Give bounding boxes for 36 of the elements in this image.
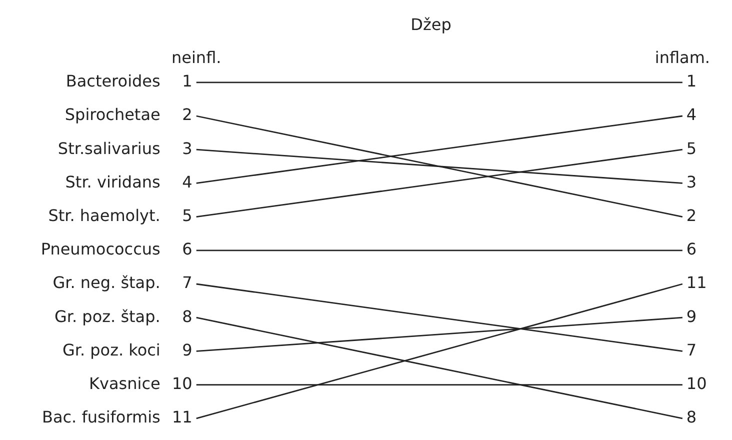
y-tick-label: 6 — [182, 240, 192, 259]
x-tick-label: neinfl. — [171, 48, 222, 67]
x-tick-label: inflam. — [654, 48, 710, 67]
annotation: 6 — [686, 240, 697, 259]
text: Spirochetae — [64, 105, 160, 124]
y-tick-label: 5 — [182, 206, 192, 225]
annotation: 1 — [686, 72, 697, 91]
text: Gr. poz. koci — [62, 340, 160, 360]
y-tick-label: 8 — [182, 306, 192, 326]
y-tick-label: 2 — [182, 105, 192, 124]
annotation: 11 — [686, 273, 707, 292]
chart-title: Džep — [410, 14, 452, 34]
annotation: 4 — [686, 105, 697, 124]
annotation: 3 — [686, 172, 697, 192]
y-tick-label: 7 — [182, 273, 192, 292]
y-tick-label: 10 — [172, 374, 192, 393]
text: Bac. fusiformis — [42, 408, 160, 427]
annotation: 2 — [686, 206, 697, 225]
text: Bacteroides — [66, 72, 160, 91]
annotation: 5 — [686, 138, 697, 158]
text: Str. viridans — [65, 172, 160, 192]
y-tick-label: 9 — [182, 340, 192, 360]
text: Gr. neg. štap. — [52, 273, 160, 292]
y-tick-label: 11 — [172, 408, 192, 427]
annotation: 8 — [686, 408, 697, 427]
text: Pneumococcus — [40, 240, 160, 259]
y-tick-label: 3 — [182, 138, 192, 158]
text: Str.salivarius — [58, 138, 160, 158]
text: Gr. poz. štap. — [54, 306, 160, 326]
annotation: 9 — [686, 306, 697, 326]
text: Str. haemolyt. — [48, 206, 160, 225]
text: Kvasnice — [89, 374, 160, 393]
annotation: 7 — [686, 340, 697, 360]
y-tick-label: 1 — [182, 72, 192, 91]
annotation: 10 — [686, 374, 707, 393]
y-tick-label: 4 — [182, 172, 192, 192]
